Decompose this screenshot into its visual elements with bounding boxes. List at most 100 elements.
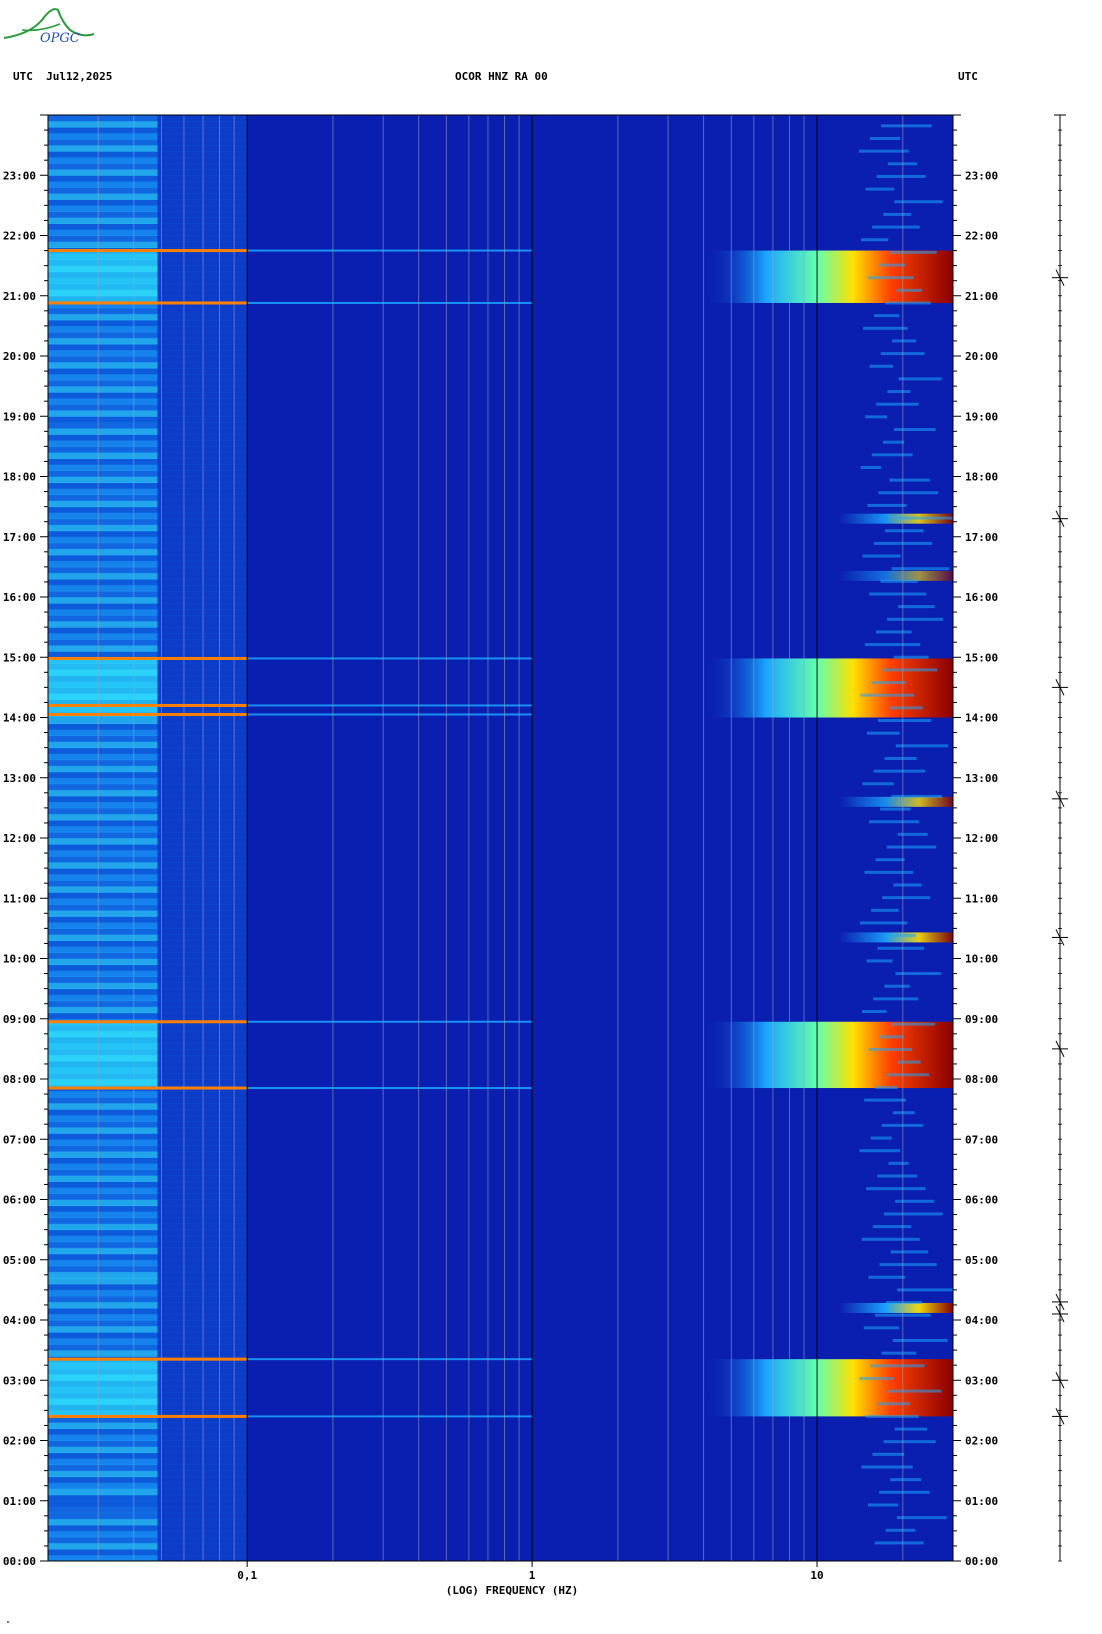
y-tick-label: 06:00 [965,1194,998,1207]
hf-event [839,932,953,943]
lf-stripe [157,886,248,893]
lf-stripe [48,181,158,188]
lf-stripe [157,325,248,333]
lf-stripe [157,741,248,749]
hf-speckle [889,706,923,710]
lf-stripe [48,1422,158,1429]
y-tick-label: 21:00 [3,290,36,303]
lf-stripe [48,313,158,321]
lf-stripe [157,1211,248,1219]
lf-stripe [48,651,158,658]
hf-speckle [879,1263,937,1267]
lf-stripe [48,741,158,749]
y-tick-label: 04:00 [3,1314,36,1327]
lf-stripe [48,1109,158,1116]
lf-stripe [48,392,158,399]
lf-stripe [48,1163,158,1170]
lf-stripe [48,584,158,592]
lf-stripe [48,422,158,429]
high-energy-bands [48,250,953,1417]
lf-stripe [48,157,158,164]
y-tick-label: 10:00 [965,953,998,966]
lf-stripe [48,874,158,881]
lf-stripe [157,868,248,875]
lf-stripe [157,789,248,797]
lf-stripe [48,1175,158,1182]
lf-stripe [157,1536,248,1544]
event-line-hot [48,249,248,253]
hf-speckle [873,769,926,773]
lf-stripe [48,1289,158,1297]
lf-stripe [157,1320,248,1327]
y-tick-label: 14:00 [965,712,998,725]
hf-speckle [876,174,926,178]
lf-stripe [157,434,248,441]
lf-stripe [157,319,248,327]
y-tick-label: 08:00 [965,1073,998,1086]
lf-stripe [48,235,158,243]
hf-speckle [878,719,932,723]
hf-speckle [866,959,893,963]
lf-stripe [157,1554,248,1561]
y-tick-label: 09:00 [3,1013,36,1026]
hf-speckle [891,567,950,571]
hf-speckle [860,693,915,697]
lf-stripe [48,916,158,923]
lf-stripe [157,181,248,188]
lf-stripe [157,410,248,417]
lf-stripe [157,482,248,490]
lf-stripe [48,398,158,405]
hf-speckle [877,946,925,950]
event-line-hot [48,703,248,707]
lf-stripe [157,440,248,447]
lf-stripe [48,1199,158,1207]
lf-stripe [157,862,248,869]
y-axis-left: 00:00 01:00 02:00 03:00 04:00 05:00 06:00 07:00… [3,114,48,1568]
lf-stripe [48,121,158,128]
logo-icon: OPGC [3,8,95,46]
lf-stripe [157,259,248,267]
lf-stripe [157,530,248,538]
lf-stripe [48,307,158,315]
hf-event [839,1302,953,1313]
lf-stripe [157,590,248,598]
lf-stripe [157,169,248,176]
hf-speckle [860,238,889,242]
lf-stripe [48,301,158,309]
high-energy-band-lf [48,250,158,303]
lf-stripe [157,1410,248,1417]
y-tick-label: 11:00 [965,892,998,905]
lf-stripe [48,1326,158,1333]
hf-speckle [897,1288,953,1292]
hf-speckle [875,1085,898,1089]
lf-stripe [157,512,248,520]
lf-stripe [48,452,158,459]
hf-speckle [872,1225,912,1229]
hf-speckle [867,276,914,280]
lf-stripe [48,139,158,146]
hf-speckle [883,212,912,216]
lf-stripe [157,717,248,725]
hf-event [839,796,953,807]
lf-stripe [157,1452,248,1460]
lf-stripe [48,1097,158,1104]
lf-stripe [48,1494,158,1502]
lf-stripe [48,1301,158,1309]
y-tick-label: 21:00 [965,290,998,303]
y-tick-label: 13:00 [965,772,998,785]
hf-speckle [890,1478,922,1482]
lf-stripe [48,1181,158,1188]
lf-stripe [157,235,248,243]
lf-stripe [48,747,158,755]
lf-stripe [157,265,248,273]
y-tick-label: 03:00 [3,1374,36,1387]
lf-stripe [48,368,158,375]
hf-speckle [883,1440,936,1444]
hf-speckle [869,364,894,368]
lf-stripe [48,416,158,423]
hf-speckle [877,1402,911,1406]
y-tick-label: 19:00 [965,410,998,423]
lf-stripe [157,368,248,375]
lf-stripe [157,1012,248,1020]
header-left: UTC Jul12,2025 [13,70,113,83]
